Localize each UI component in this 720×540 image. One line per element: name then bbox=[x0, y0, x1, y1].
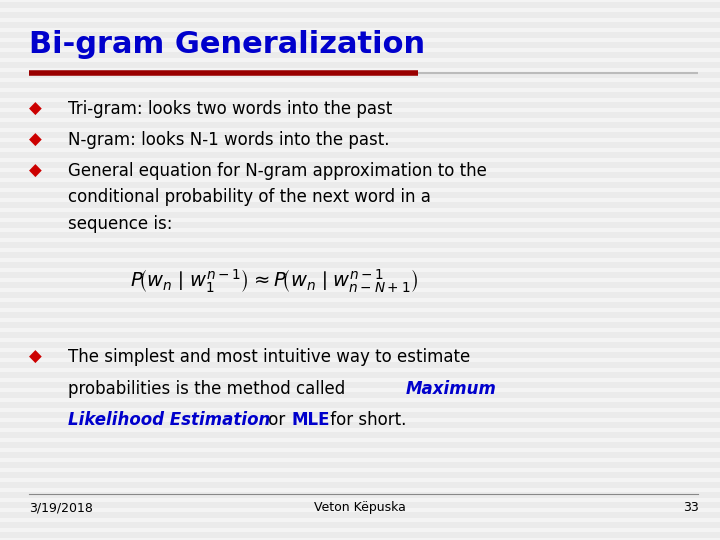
Text: for short.: for short. bbox=[325, 411, 406, 429]
Text: 33: 33 bbox=[683, 501, 698, 514]
Text: Likelihood Estimation: Likelihood Estimation bbox=[68, 411, 271, 429]
Text: ◆: ◆ bbox=[29, 131, 42, 149]
Text: $P\!\left(w_n \mid w_1^{n-1}\right) \approx P\!\left(w_n \mid w_{n-N+1}^{n-1}\ri: $P\!\left(w_n \mid w_1^{n-1}\right) \app… bbox=[130, 267, 418, 295]
Text: Veton Këpuska: Veton Këpuska bbox=[314, 501, 406, 514]
Text: Tri-gram: looks two words into the past: Tri-gram: looks two words into the past bbox=[68, 100, 392, 118]
Text: Maximum: Maximum bbox=[405, 380, 496, 397]
Text: General equation for N-gram approximation to the
conditional probability of the : General equation for N-gram approximatio… bbox=[68, 162, 487, 233]
Text: The simplest and most intuitive way to estimate: The simplest and most intuitive way to e… bbox=[68, 348, 471, 366]
Text: Bi-gram Generalization: Bi-gram Generalization bbox=[29, 30, 425, 59]
Text: 3/19/2018: 3/19/2018 bbox=[29, 501, 93, 514]
Text: or: or bbox=[263, 411, 290, 429]
Text: MLE: MLE bbox=[292, 411, 330, 429]
Text: probabilities is the method called: probabilities is the method called bbox=[68, 380, 351, 397]
Text: ◆: ◆ bbox=[29, 100, 42, 118]
Text: N-gram: looks N-1 words into the past.: N-gram: looks N-1 words into the past. bbox=[68, 131, 390, 149]
Text: ◆: ◆ bbox=[29, 348, 42, 366]
Text: ◆: ◆ bbox=[29, 162, 42, 180]
